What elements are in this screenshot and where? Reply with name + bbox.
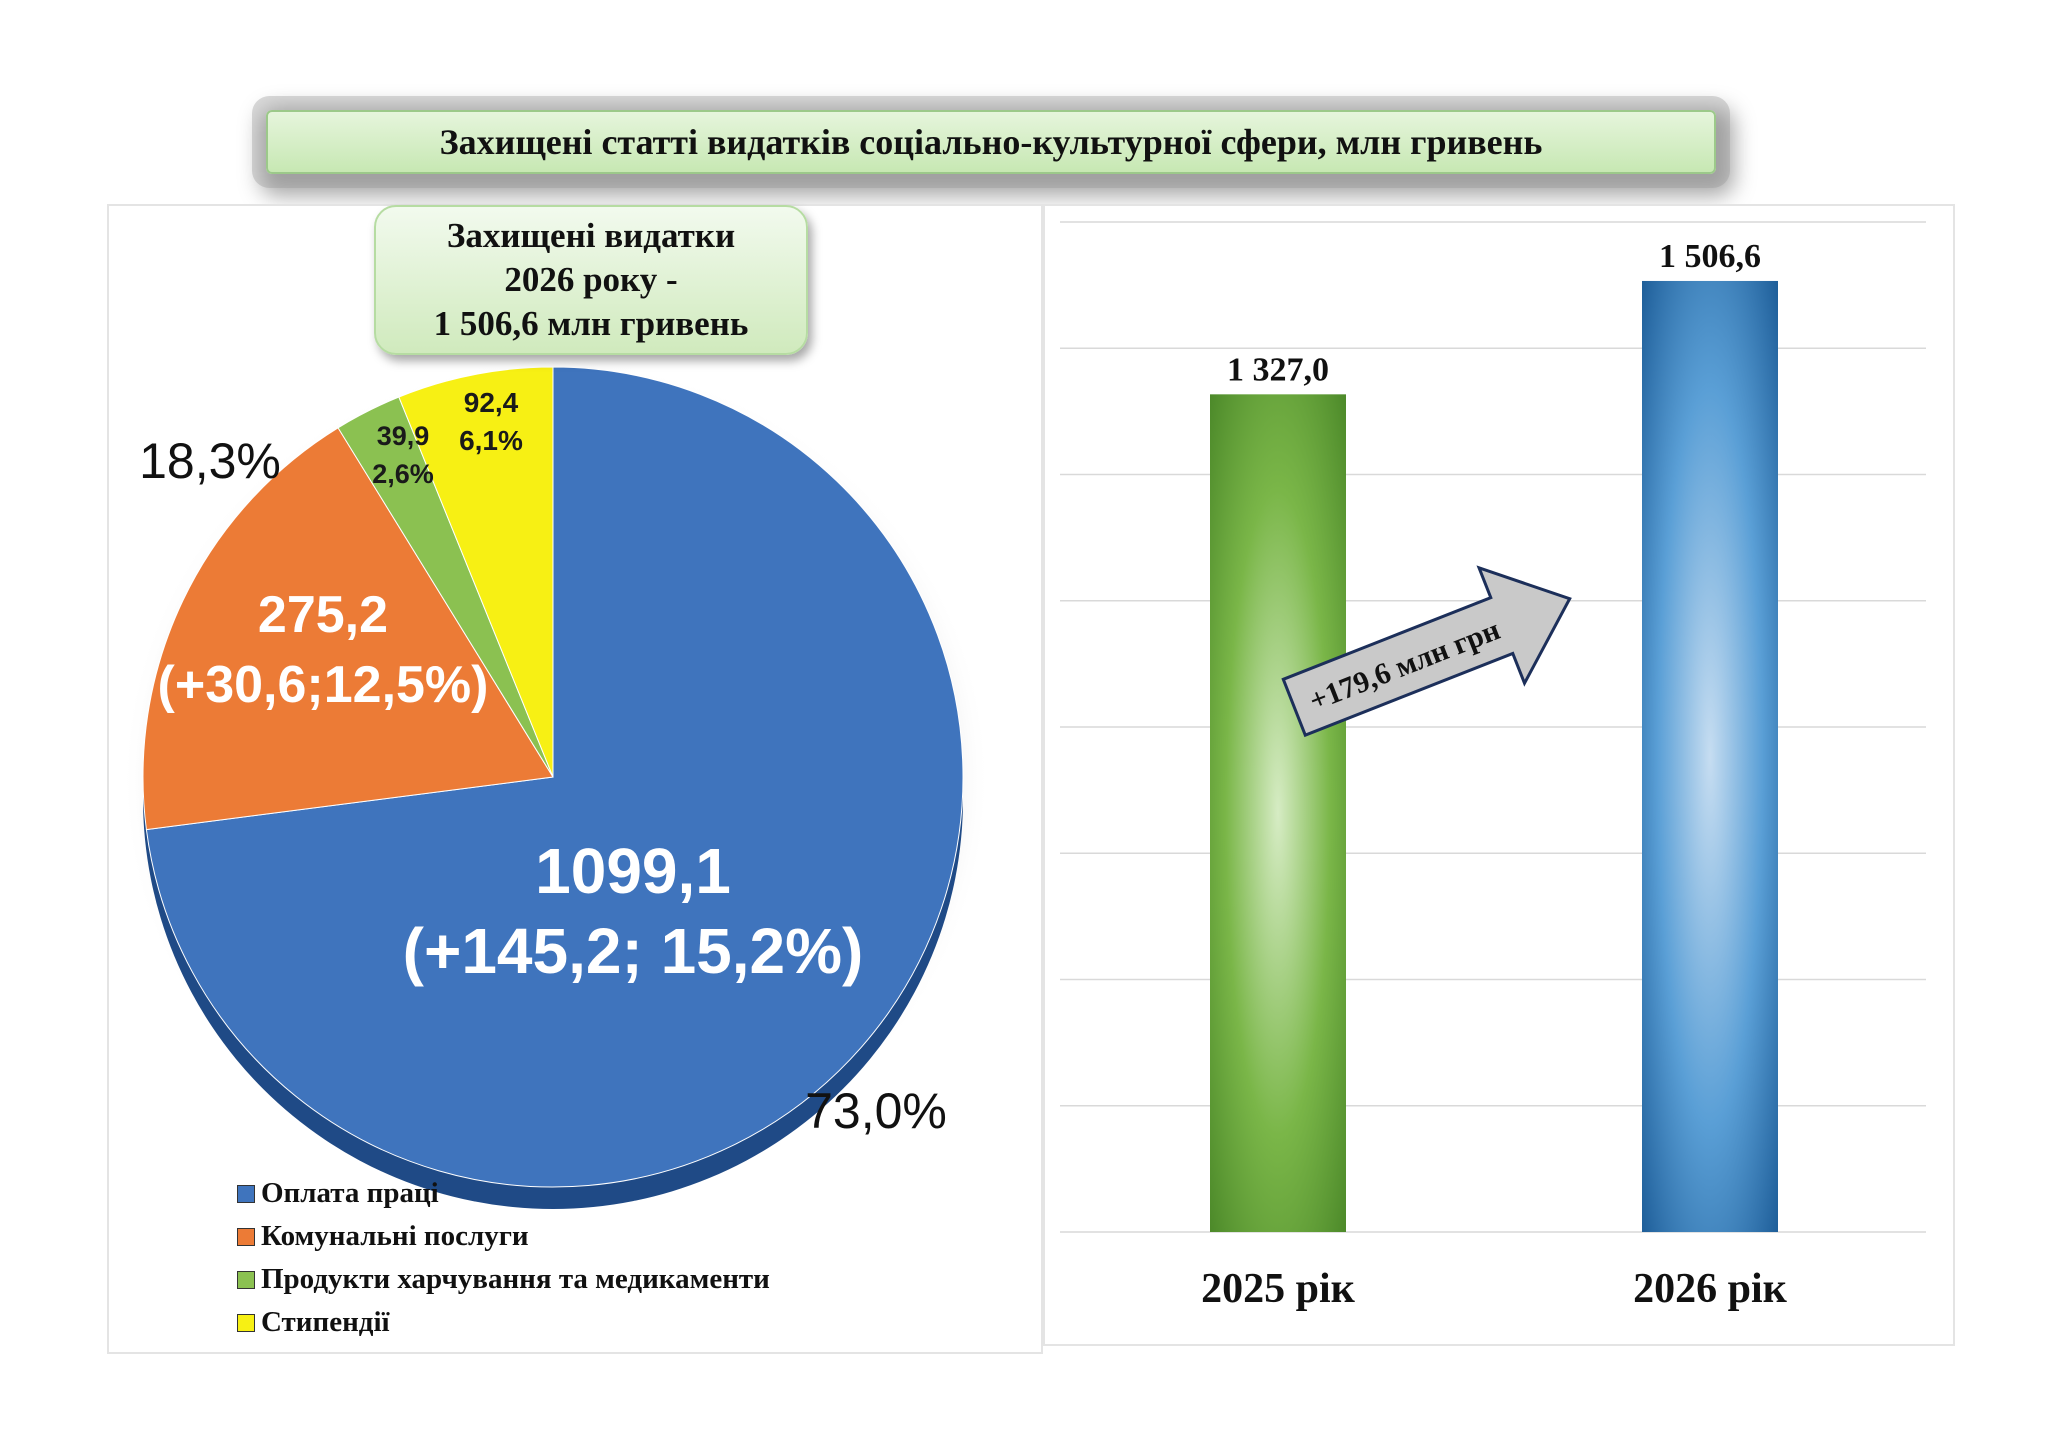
pie-label-percent: 73,0% — [805, 1083, 947, 1139]
pie-label-percent: 18,3% — [139, 433, 281, 489]
page-title: Захищені статті видатків соціально-культ… — [266, 110, 1716, 174]
pie-label-value: 1099,1 — [535, 835, 731, 907]
legend-label: Оплата праці — [261, 1177, 439, 1209]
bar-value-label: 1 327,0 — [1227, 351, 1329, 388]
bar-category-label: 2026 рік — [1633, 1266, 1788, 1312]
bar-chart-panel — [1043, 204, 1955, 1346]
page-title-text: Захищені статті видатків соціально-культ… — [439, 122, 1543, 162]
callout-line-1: Захищені видатки — [446, 216, 736, 255]
legend-label: Комунальні послуги — [261, 1220, 529, 1252]
pie-label-value: 39,9 — [377, 421, 430, 451]
pie-label-value: 92,4 — [464, 387, 519, 418]
pie-label-change: (+145,2; 15,2%) — [403, 915, 864, 987]
bar-category-label: 2025 рік — [1201, 1266, 1356, 1312]
pie-slice — [398, 366, 554, 778]
pie-label-percent: 2,6% — [372, 459, 434, 489]
bar — [1642, 280, 1778, 1232]
pie-label-change: (+30,6;12,5%) — [158, 656, 489, 714]
legend-item: Комунальні послуги — [237, 1215, 770, 1258]
legend-swatch — [237, 1227, 255, 1246]
pie-legend: Оплата праці Комунальні послуги Продукти… — [237, 1172, 770, 1344]
pie-chart: 1099,1 (+145,2; 15,2%) 73,0% 275,2 (+30,6;12… — [122, 360, 990, 1209]
legend-swatch — [237, 1313, 255, 1332]
legend-item: Оплата праці — [237, 1172, 770, 1215]
bar-value-label: 1 506,6 — [1659, 238, 1761, 275]
pie-label-percent: 6,1% — [459, 425, 523, 456]
callout-line-2: 2026 року - — [504, 260, 678, 299]
legend-swatch — [237, 1270, 255, 1289]
total-callout: Захищені видатки 2026 року - 1 506,6 млн… — [374, 205, 808, 355]
pie-label-value: 275,2 — [258, 586, 388, 644]
legend-item: Продукти харчування та медикаменти — [237, 1258, 770, 1301]
arrow-shape — [1281, 565, 1572, 738]
legend-label: Продукти харчування та медикаменти — [261, 1263, 770, 1295]
legend-item: Стипендії — [237, 1301, 770, 1344]
bar — [1210, 394, 1346, 1232]
pie-slice — [142, 427, 554, 831]
pie-slice — [145, 366, 964, 1188]
legend-label: Стипендії — [261, 1306, 390, 1338]
callout-line-3: 1 506,6 млн гривень — [433, 304, 749, 343]
legend-swatch — [237, 1184, 255, 1203]
